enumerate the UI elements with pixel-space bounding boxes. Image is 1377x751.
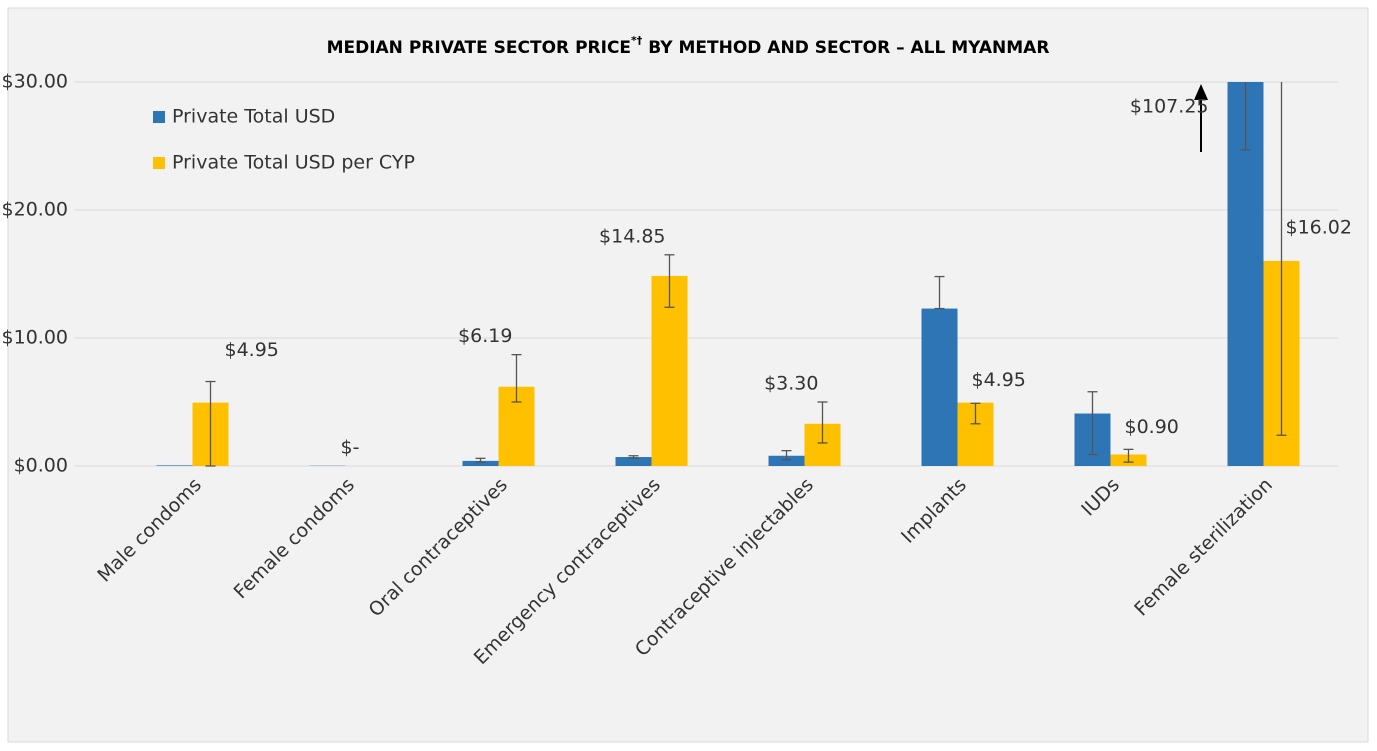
y-tick-label: $0.00 <box>14 455 68 477</box>
data-label: $4.95 <box>225 339 279 361</box>
legend-swatch <box>153 157 165 169</box>
annotation-arrowhead <box>1194 84 1208 100</box>
data-label: $3.30 <box>764 373 818 395</box>
bar <box>156 465 193 466</box>
y-tick-label: $10.00 <box>2 327 68 349</box>
data-label: $107.25 <box>1130 96 1209 118</box>
chart-title: MEDIAN PRIVATE SECTOR PRICE*† BY METHOD … <box>327 34 1050 58</box>
legend-label: Private Total USD per CYP <box>172 152 415 174</box>
data-label: $16.02 <box>1286 216 1352 238</box>
chart-background <box>7 7 1369 743</box>
data-label: $6.19 <box>458 325 512 347</box>
bar <box>462 460 499 466</box>
bar <box>768 455 805 466</box>
y-tick-label: $30.00 <box>2 71 68 93</box>
data-label: $4.95 <box>972 369 1026 391</box>
data-label: $0.90 <box>1125 416 1179 438</box>
legend-label: Private Total USD <box>172 106 335 128</box>
title-main: MEDIAN PRIVATE SECTOR PRICE <box>327 38 631 58</box>
plot-area <box>156 82 1300 467</box>
title-superscript: *† <box>631 34 643 47</box>
y-tick-label: $20.00 <box>2 199 68 221</box>
legend-swatch <box>153 111 165 123</box>
bar <box>615 457 652 466</box>
bar <box>921 308 958 466</box>
title-rest: BY METHOD AND SECTOR – ALL MYANMAR <box>642 38 1049 58</box>
data-label: $14.85 <box>599 225 665 247</box>
data-label: $- <box>341 437 360 459</box>
